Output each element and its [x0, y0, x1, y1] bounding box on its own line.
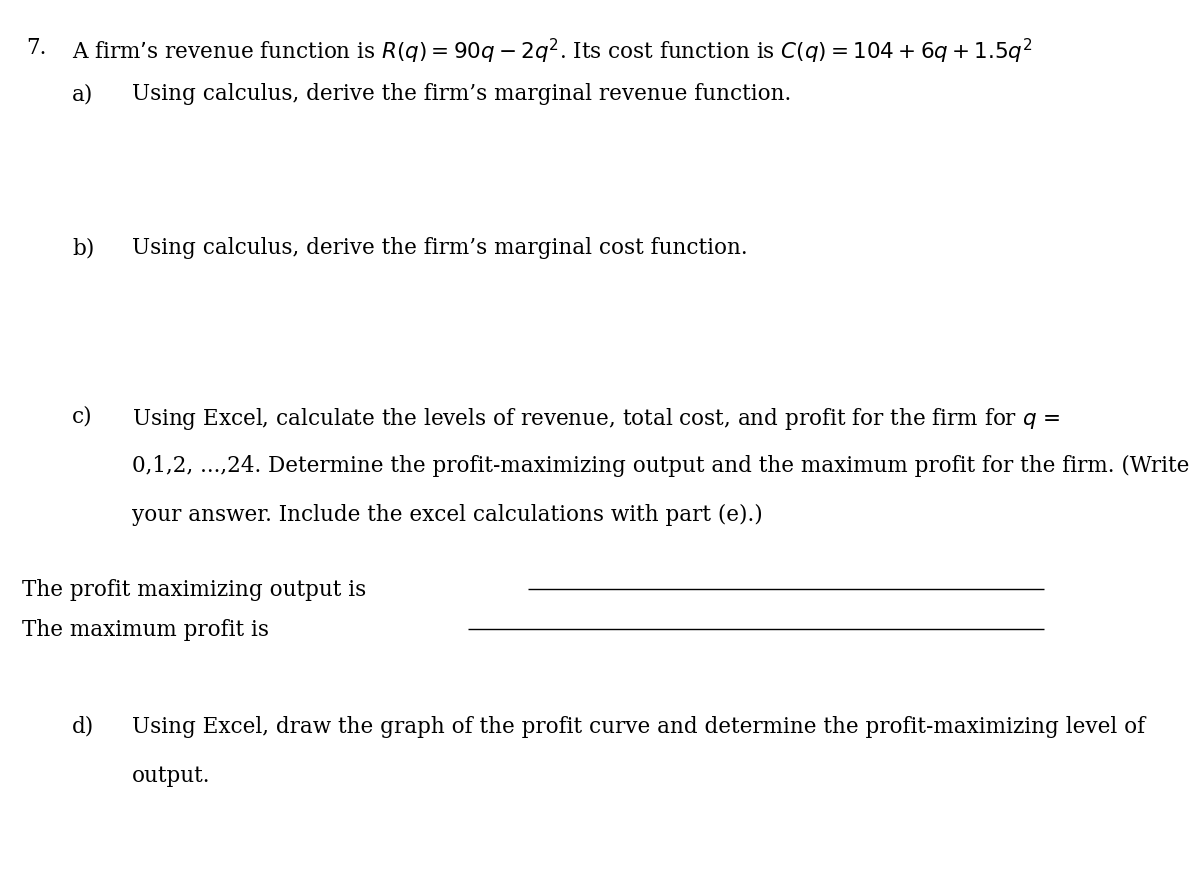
Text: The maximum profit is: The maximum profit is — [22, 618, 269, 640]
Text: c): c) — [72, 405, 92, 427]
Text: Using Excel, calculate the levels of revenue, total cost, and profit for the fir: Using Excel, calculate the levels of rev… — [132, 405, 1061, 431]
Text: A firm’s revenue function is $R(q) = 90q - 2q^2$. Its cost function is $C(q) = 1: A firm’s revenue function is $R(q) = 90q… — [72, 37, 1033, 66]
Text: Using calculus, derive the firm’s marginal revenue function.: Using calculus, derive the firm’s margin… — [132, 83, 791, 105]
Text: output.: output. — [132, 764, 210, 786]
Text: your answer. Include the excel calculations with part (e).): your answer. Include the excel calculati… — [132, 503, 763, 525]
Text: b): b) — [72, 237, 95, 259]
Text: 7.: 7. — [26, 37, 47, 59]
Text: d): d) — [72, 715, 95, 737]
Text: a): a) — [72, 83, 94, 105]
Text: Using calculus, derive the firm’s marginal cost function.: Using calculus, derive the firm’s margin… — [132, 237, 748, 259]
Text: 0,1,2, ...,24. Determine the profit-maximizing output and the maximum profit for: 0,1,2, ...,24. Determine the profit-maxi… — [132, 454, 1189, 476]
Text: The profit maximizing output is: The profit maximizing output is — [22, 579, 366, 601]
Text: Using Excel, draw the graph of the profit curve and determine the profit-maximiz: Using Excel, draw the graph of the profi… — [132, 715, 1145, 737]
